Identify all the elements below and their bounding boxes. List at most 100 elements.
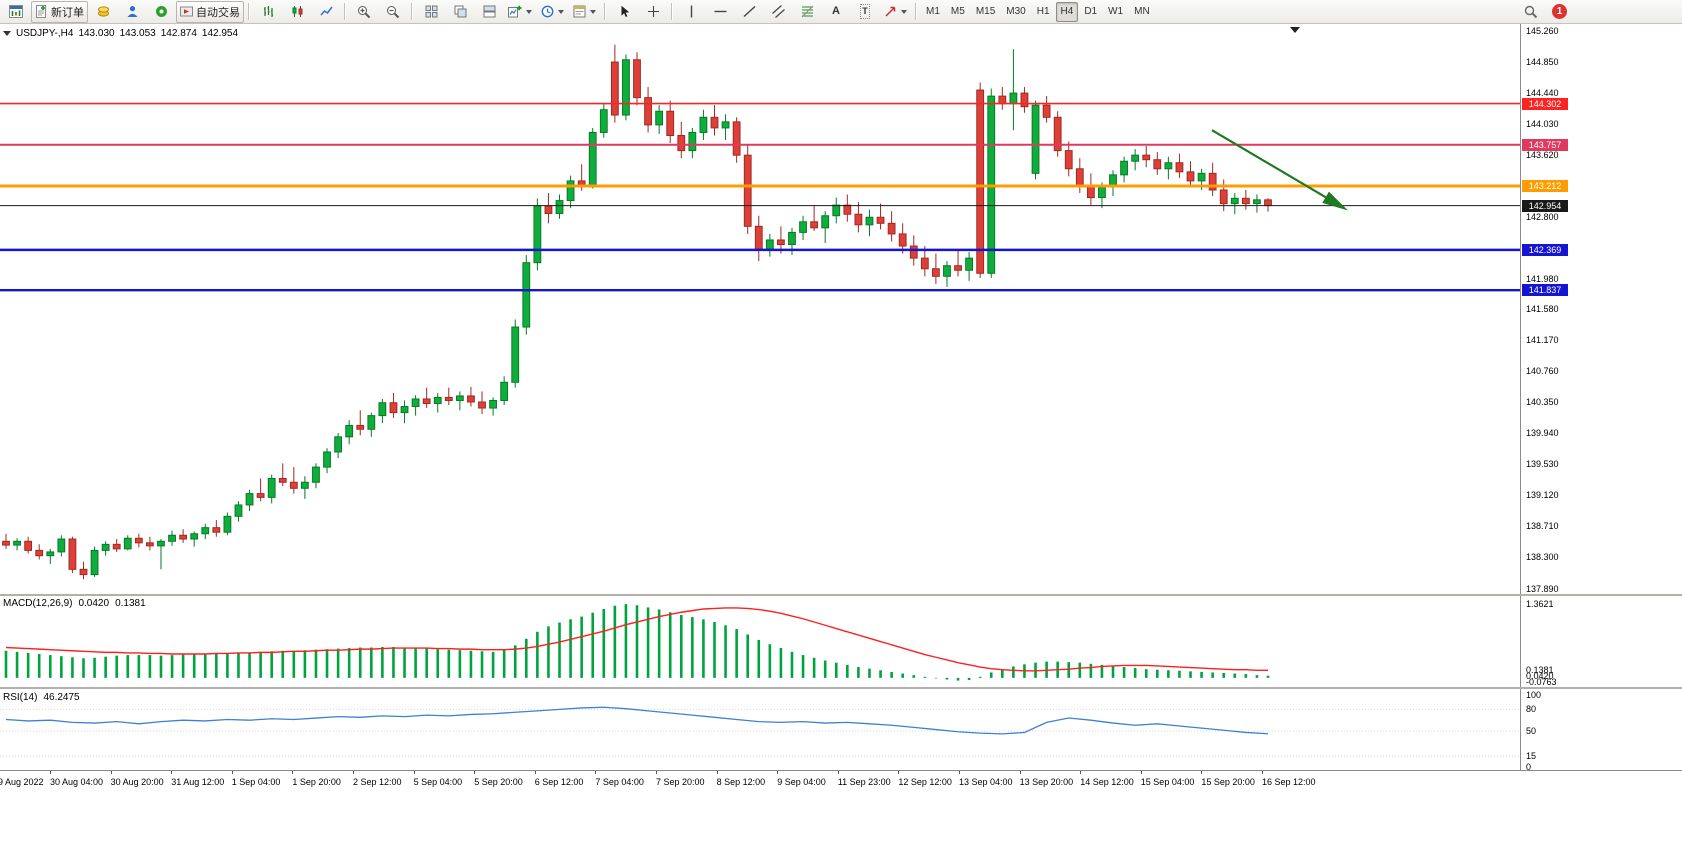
timeframe-button-m15[interactable]: M15 — [975, 6, 996, 17]
candle-body — [622, 59, 630, 116]
candle-body — [1053, 116, 1062, 152]
rsi-axis-tick: 80 — [1526, 704, 1537, 715]
trend-arrow-head[interactable] — [1322, 191, 1348, 211]
candlestick-chart-button[interactable] — [283, 1, 311, 23]
macd-chart — [4, 604, 1270, 681]
macd-signal-value: 0.1381 — [115, 598, 146, 609]
timeframe-button-h1[interactable]: H1 — [1036, 6, 1050, 17]
chart-window-button[interactable] — [2, 1, 30, 23]
candle-body — [190, 533, 199, 540]
cursor-button[interactable] — [610, 1, 638, 23]
chart-shift-marker[interactable] — [1290, 27, 1300, 33]
candle-body — [389, 402, 398, 414]
price-axis[interactable]: 145.260 144.850 144.440 144.030 143.620 142.8… — [1521, 24, 1681, 770]
candle-body — [13, 540, 21, 546]
zoom-out-button[interactable] — [379, 1, 407, 23]
timeframe-button-w1[interactable]: W1 — [1108, 6, 1124, 17]
new-chart-button[interactable] — [504, 1, 536, 23]
templates-button[interactable] — [569, 1, 600, 23]
candle-body — [1098, 186, 1106, 199]
candle-body — [433, 396, 442, 405]
timeframe-button-mn[interactable]: MN — [1134, 6, 1150, 17]
ohlc-open: 143.030 — [78, 28, 115, 39]
zoom-in-button[interactable] — [350, 1, 378, 23]
new-order-button[interactable]: 新订单 — [31, 0, 88, 23]
profiles-button[interactable] — [537, 1, 568, 23]
crosshair-icon — [647, 6, 659, 17]
candle-body — [909, 245, 918, 259]
time-axis-label: 12 Sep 12:00 — [898, 777, 952, 787]
text-icon: A — [832, 5, 840, 17]
trendline-button[interactable] — [735, 1, 763, 23]
arrange-vertical-button[interactable] — [475, 1, 503, 23]
candle-body — [710, 116, 719, 129]
cascade-windows-button[interactable] — [446, 1, 474, 23]
time-axis-tick — [595, 771, 597, 774]
candle-body — [411, 398, 420, 408]
time-axis-label: 13 Sep 20:00 — [1019, 777, 1074, 787]
time-axis-label: 29 Aug 2022 — [0, 777, 44, 787]
rsi-chart — [0, 706, 1520, 757]
macd-signal-line — [5, 607, 1268, 672]
candle-body — [887, 222, 896, 235]
time-axis-label: 7 Sep 04:00 — [595, 777, 644, 787]
rsi-panel-divider[interactable] — [0, 687, 1682, 689]
rsi-axis-tick: 15 — [1526, 751, 1537, 762]
text-button[interactable]: A — [822, 1, 850, 23]
auto-trading-button[interactable]: 自动交易 — [176, 0, 244, 23]
candlestick-series — [2, 44, 1272, 580]
price-axis-tick: 138.300 — [1526, 552, 1559, 563]
trend-arrow-line[interactable] — [1211, 129, 1327, 199]
deposit-button[interactable] — [89, 1, 117, 23]
time-axis[interactable]: 29 Aug 2022 30 Aug 04:00 30 Aug 20:00 31 Au… — [0, 770, 1682, 795]
time-axis-tick — [777, 771, 779, 774]
search-button[interactable] — [1517, 1, 1545, 23]
timeframe-button-m1[interactable]: M1 — [926, 6, 940, 17]
toolbar-separator — [671, 3, 673, 20]
timeframe-button-m30[interactable]: M30 — [1006, 6, 1026, 17]
support-button[interactable] — [147, 1, 175, 23]
community-button[interactable] — [118, 1, 146, 23]
candle-body — [157, 540, 165, 547]
channel-button[interactable] — [764, 1, 792, 23]
label-button[interactable]: T — [851, 1, 879, 23]
macd-panel-divider[interactable] — [0, 594, 1682, 596]
notification-badge[interactable]: 1 — [1552, 4, 1567, 19]
candle-body — [444, 396, 453, 401]
toolbar: 新订单 自动交易 — [0, 0, 1682, 24]
toolbar-separator — [344, 3, 346, 20]
timeframe-button-m5[interactable]: M5 — [950, 6, 965, 17]
rsi-axis-tick: 100 — [1526, 690, 1542, 700]
candle-body — [799, 221, 807, 233]
timeframe-button-d1[interactable]: D1 — [1084, 6, 1098, 17]
dropdown-caret-icon — [526, 9, 532, 14]
crosshair-button[interactable] — [639, 1, 667, 23]
horizontal-line-button[interactable] — [706, 1, 734, 23]
symbol-dropdown-icon[interactable] — [3, 31, 11, 36]
candle-body — [1219, 189, 1228, 205]
candle-body — [832, 204, 841, 217]
bar-chart-button[interactable] — [254, 1, 282, 23]
candle-body — [57, 538, 66, 553]
toolbar-separator — [248, 3, 250, 20]
candle-body — [378, 402, 387, 417]
candle-body — [112, 543, 121, 550]
time-axis-tick — [50, 771, 51, 774]
price-axis-tick: 139.120 — [1526, 490, 1559, 501]
time-axis-tick — [353, 771, 354, 774]
fibonacci-button[interactable] — [793, 1, 821, 23]
time-axis-tick — [292, 771, 294, 774]
candle-body — [1208, 172, 1217, 191]
arrows-button[interactable] — [880, 1, 911, 23]
tile-windows-button[interactable] — [417, 1, 445, 23]
line-chart-button[interactable] — [312, 1, 340, 23]
timeframe-button-h4[interactable]: H4 — [1055, 1, 1079, 22]
main-chart[interactable] — [0, 24, 1520, 596]
candle-body — [555, 200, 564, 214]
price-level-badge: 144.302 — [1522, 97, 1568, 110]
toolbar-separator — [915, 3, 917, 20]
candle-body — [1031, 104, 1040, 174]
vertical-line-button[interactable] — [677, 1, 705, 23]
time-axis-tick — [837, 771, 839, 774]
candle-body — [610, 61, 619, 116]
